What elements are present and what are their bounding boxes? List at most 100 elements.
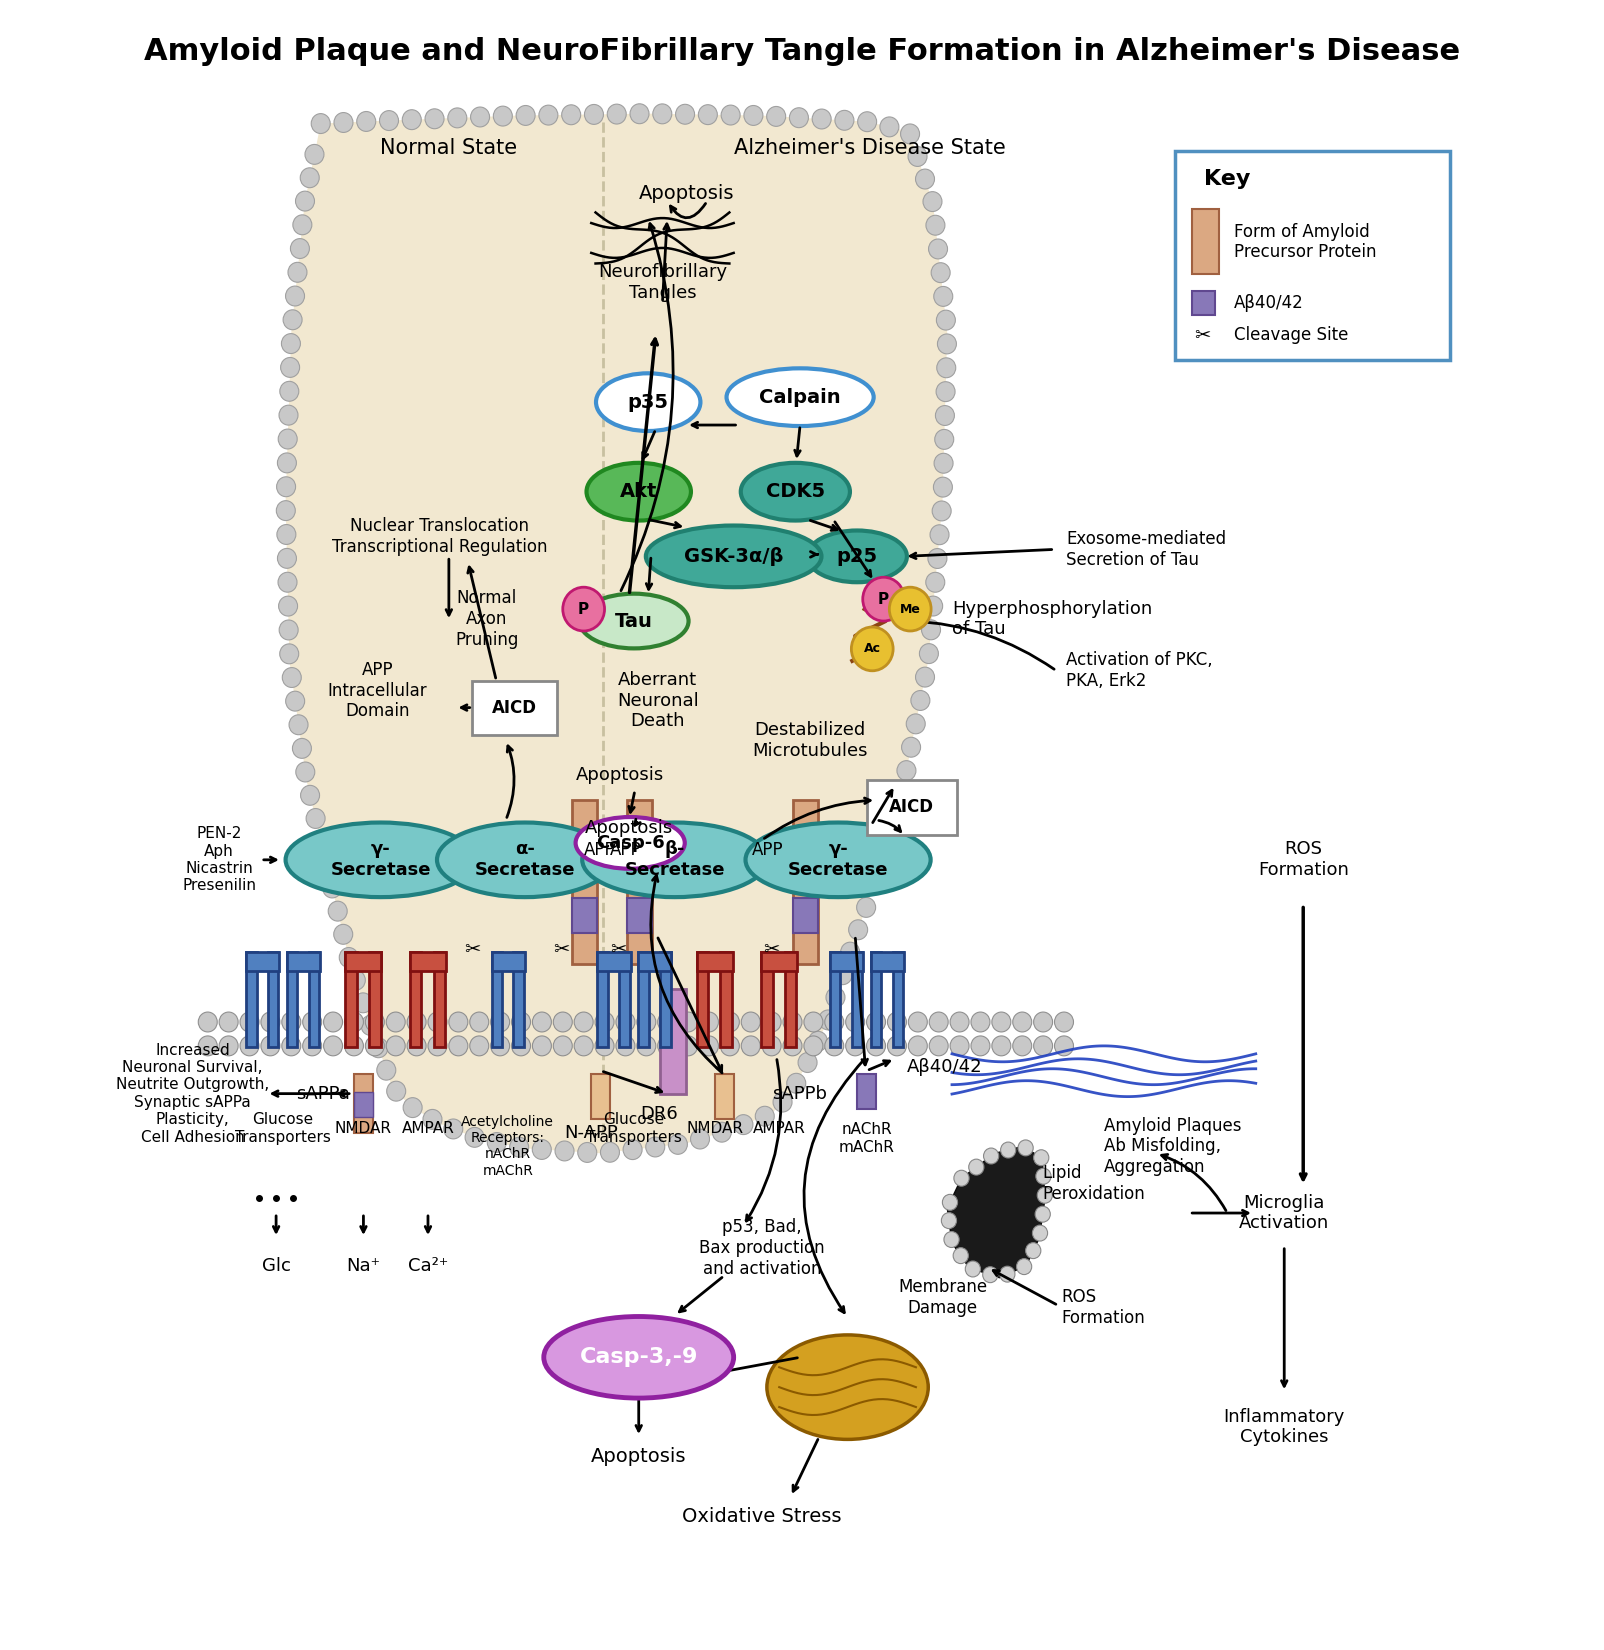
Circle shape <box>755 1106 775 1127</box>
Circle shape <box>658 1011 677 1031</box>
Text: Aβ40/42: Aβ40/42 <box>1233 294 1304 312</box>
Ellipse shape <box>587 464 691 520</box>
Text: p35: p35 <box>627 393 669 411</box>
Text: p53, Bad,
Bax production
and activation: p53, Bad, Bax production and activation <box>699 1218 824 1277</box>
Circle shape <box>881 117 898 137</box>
Circle shape <box>900 124 919 144</box>
Circle shape <box>943 1195 958 1211</box>
Text: Exosome-mediated
Secretion of Tau: Exosome-mediated Secretion of Tau <box>1067 530 1225 569</box>
Circle shape <box>276 500 295 520</box>
Ellipse shape <box>746 822 930 898</box>
Text: ROS
Formation: ROS Formation <box>1258 840 1349 879</box>
Bar <box>573 898 597 934</box>
Circle shape <box>937 358 956 378</box>
Bar <box>597 952 608 1046</box>
Circle shape <box>329 901 346 921</box>
Text: NMDAR: NMDAR <box>687 1120 743 1135</box>
Circle shape <box>533 1036 552 1056</box>
Bar <box>287 952 297 1046</box>
Bar <box>627 800 651 964</box>
Bar <box>871 952 881 1046</box>
Circle shape <box>423 1109 443 1129</box>
Text: Neurofibrillary
Tangles: Neurofibrillary Tangles <box>598 264 727 302</box>
Circle shape <box>533 1140 552 1160</box>
Circle shape <box>818 1010 837 1030</box>
Bar <box>592 1074 610 1119</box>
Text: AMPAR: AMPAR <box>752 1120 805 1135</box>
Circle shape <box>282 1011 302 1031</box>
Circle shape <box>699 1011 719 1031</box>
Circle shape <box>863 578 905 620</box>
Circle shape <box>678 1011 698 1031</box>
Polygon shape <box>948 1147 1046 1277</box>
Bar <box>857 1074 876 1109</box>
Circle shape <box>1019 1140 1033 1157</box>
Text: Apoptosis: Apoptosis <box>638 183 735 203</box>
Circle shape <box>950 1011 969 1031</box>
Circle shape <box>279 620 298 640</box>
Circle shape <box>922 191 942 211</box>
Bar <box>472 681 557 736</box>
Text: Destabilized
Microtubules: Destabilized Microtubules <box>752 721 868 761</box>
Circle shape <box>470 1011 489 1031</box>
Circle shape <box>261 1036 279 1056</box>
Text: Form of Amyloid
Precursor Protein: Form of Amyloid Precursor Protein <box>1233 223 1376 261</box>
Circle shape <box>377 1061 396 1081</box>
Circle shape <box>937 310 956 330</box>
Bar <box>893 952 903 1046</box>
Circle shape <box>241 1011 258 1031</box>
Circle shape <box>616 1036 635 1056</box>
Circle shape <box>1054 1036 1073 1056</box>
Circle shape <box>356 112 375 132</box>
Circle shape <box>744 106 764 125</box>
Circle shape <box>279 596 298 615</box>
Text: β-
Secretase: β- Secretase <box>624 840 725 879</box>
Circle shape <box>303 1036 322 1056</box>
Text: N-APP: N-APP <box>565 1124 618 1142</box>
Circle shape <box>281 333 300 353</box>
Bar <box>829 952 863 972</box>
Circle shape <box>448 107 467 127</box>
Circle shape <box>470 1036 489 1056</box>
Circle shape <box>220 1036 237 1056</box>
Circle shape <box>574 1036 593 1056</box>
Text: Activation of PKC,
PKA, Erk2: Activation of PKC, PKA, Erk2 <box>1067 652 1213 690</box>
Bar <box>597 952 630 972</box>
Circle shape <box>1025 1242 1041 1259</box>
Text: Tau: Tau <box>614 612 653 630</box>
Ellipse shape <box>582 822 767 898</box>
Circle shape <box>366 1036 385 1056</box>
Circle shape <box>387 1011 406 1031</box>
Circle shape <box>741 1011 760 1031</box>
Circle shape <box>1033 1150 1049 1165</box>
Text: NMDAR: NMDAR <box>335 1120 391 1135</box>
Text: Cleavage Site: Cleavage Site <box>1233 327 1349 345</box>
Bar <box>871 952 905 972</box>
Text: Normal State: Normal State <box>380 139 518 158</box>
Circle shape <box>691 1129 709 1148</box>
Circle shape <box>281 358 300 378</box>
Circle shape <box>595 1036 614 1056</box>
Text: Amyloid Plaques
Ab Misfolding,
Aggregation: Amyloid Plaques Ab Misfolding, Aggregati… <box>1104 1117 1241 1176</box>
Circle shape <box>449 1036 468 1056</box>
Circle shape <box>199 1011 217 1031</box>
Circle shape <box>277 525 295 545</box>
Circle shape <box>658 1036 677 1056</box>
Text: sAPPb: sAPPb <box>772 1084 826 1102</box>
Circle shape <box>366 1011 385 1031</box>
Bar <box>829 952 840 1046</box>
Bar <box>345 952 356 1046</box>
Circle shape <box>584 104 603 124</box>
Circle shape <box>871 853 890 873</box>
Bar <box>661 952 670 1046</box>
Circle shape <box>930 525 950 545</box>
Text: Acetylcholine
Receptors:
nAChR
mAChR: Acetylcholine Receptors: nAChR mAChR <box>462 1115 553 1178</box>
Ellipse shape <box>807 531 906 582</box>
Circle shape <box>470 107 489 127</box>
Circle shape <box>324 1036 343 1056</box>
Circle shape <box>295 762 314 782</box>
Text: Me: Me <box>900 602 921 615</box>
Circle shape <box>983 1267 998 1282</box>
Text: Apoptosis: Apoptosis <box>585 818 674 837</box>
Bar <box>852 952 863 1046</box>
